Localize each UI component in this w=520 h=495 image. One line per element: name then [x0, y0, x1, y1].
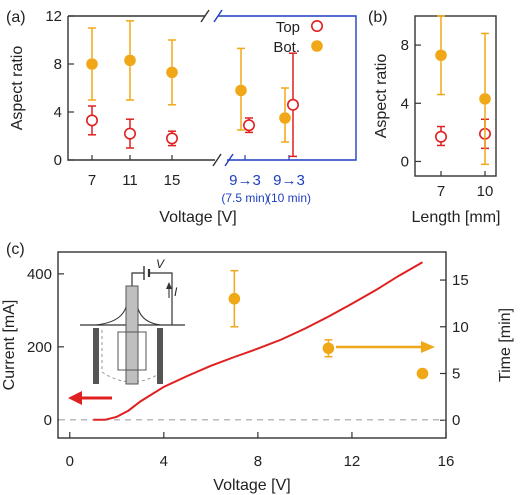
data-point-filled-circle: [479, 93, 491, 105]
data-point-filled-circle: [86, 58, 98, 70]
x-tick-sublabel: (10 min): [267, 191, 311, 205]
y-tick-label: 400: [27, 266, 52, 283]
x-tick-label: 12: [344, 453, 361, 470]
data-point-open-circle: [243, 119, 256, 132]
y-tick-label: 0: [44, 412, 52, 429]
panel-c-y2-axis-label: Time [min]: [497, 308, 514, 382]
y-tick-label: 0: [54, 152, 62, 169]
panel-a-axis-break-bottom: [224, 153, 234, 167]
inset-current-label: I: [174, 285, 178, 299]
panel-a-axis-break-top: [200, 9, 210, 23]
x-tick-label: 9→3: [273, 172, 305, 189]
x-tick-label: 10: [477, 183, 494, 200]
data-point-filled-circle: [416, 367, 429, 380]
panel-a-label: (a): [6, 9, 26, 26]
panel-c-label: (c): [6, 241, 25, 258]
data-point-open-circle: [86, 114, 99, 127]
data-point-open-circle: [124, 127, 137, 140]
legend-bot-label: Bot.: [273, 39, 300, 56]
current-series-line: [93, 261, 423, 421]
panel-b-label: (b): [368, 9, 388, 26]
panel-a-y-axis-label: Aspect ratio: [9, 46, 26, 131]
data-point-open-circle: [286, 98, 299, 111]
y-tick-label: 12: [45, 8, 62, 25]
x-tick-label: 16: [438, 453, 455, 470]
legend-bot-marker: [311, 40, 323, 52]
panel-c-frame: [57, 251, 447, 439]
panel-b: (b) Aspect ratio Length [mm] 0 4 8 7 10: [368, 9, 500, 226]
panel-b-x-axis-label: Length [mm]: [412, 209, 501, 226]
y-tick-label: 4: [401, 95, 409, 112]
panel-b-frame: [414, 15, 497, 177]
y-tick-label: 200: [27, 339, 52, 356]
data-point-filled-circle: [435, 49, 447, 62]
electrode-schematic-inset: V I: [80, 257, 185, 385]
panel-a-x-axis-label: Voltage [V]: [159, 209, 236, 226]
data-point-filled-circle: [235, 84, 247, 97]
inset-voltage-label: V: [156, 257, 165, 271]
x-tick-label: 8: [254, 453, 262, 470]
panel-c-y-axis-label: Current [mA]: [1, 300, 18, 391]
data-point-open-circle: [434, 130, 447, 143]
x-tick-label: 0: [66, 453, 74, 470]
legend-top-marker: [310, 19, 323, 32]
x-tick-label: 4: [160, 453, 168, 470]
panel-c: (c) Current [mA] Time [min] Voltage [V] …: [1, 241, 514, 494]
legend-top-label: Top: [276, 19, 300, 36]
x-tick-label: 15: [164, 172, 181, 189]
panel-a-axis-break-bottom: [212, 153, 222, 167]
data-point-filled-circle: [124, 54, 136, 67]
x-tick-label: 7: [88, 172, 96, 189]
data-point-open-circle: [166, 132, 179, 145]
x-tick-label: 9→3: [229, 172, 261, 189]
y2-tick-label: 0: [452, 412, 460, 429]
panel-a: (a) Aspect ratio Voltage [V] 0 4 8 12 7 11 15…: [6, 8, 357, 226]
y2-tick-label: 15: [452, 272, 469, 289]
x-tick-label: 11: [122, 172, 138, 189]
x-tick-sublabel: (7.5 min): [221, 191, 268, 205]
panel-b-y-axis-label: Aspect ratio: [373, 54, 390, 139]
y2-tick-label: 5: [452, 366, 460, 383]
y-tick-label: 8: [401, 37, 409, 54]
panel-a-left-frame: [67, 16, 215, 161]
time-axis-arrow: [336, 341, 435, 353]
x-tick-label: 7: [437, 183, 445, 200]
y2-tick-label: 10: [452, 319, 469, 336]
y-tick-label: 4: [54, 104, 62, 121]
data-point-filled-circle: [322, 342, 335, 355]
data-point-filled-circle: [228, 292, 241, 305]
panel-a-right-frame: [218, 15, 357, 161]
panel-a-axis-break-top: [213, 9, 223, 23]
current-axis-arrow: [68, 391, 112, 405]
y-tick-label: 8: [54, 56, 62, 73]
data-point-filled-circle: [166, 66, 178, 79]
panel-c-x-axis-label: Voltage [V]: [213, 477, 290, 494]
panel-a-legend: Top Bot.: [273, 19, 323, 56]
y-tick-label: 0: [401, 153, 409, 170]
data-point-filled-circle: [279, 112, 291, 124]
